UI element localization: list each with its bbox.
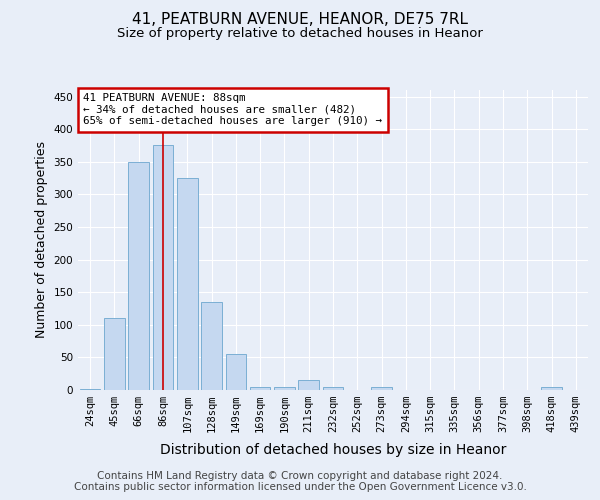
Bar [201, 302, 222, 390]
Bar [250, 386, 271, 390]
Text: 41 PEATBURN AVENUE: 88sqm
← 34% of detached houses are smaller (482)
65% of semi: 41 PEATBURN AVENUE: 88sqm ← 34% of detac… [83, 93, 382, 126]
Bar [274, 386, 295, 390]
Bar [177, 178, 197, 390]
Bar [541, 386, 562, 390]
X-axis label: Distribution of detached houses by size in Heanor: Distribution of detached houses by size … [160, 444, 506, 458]
Bar [128, 162, 149, 390]
Bar [226, 354, 246, 390]
Bar [80, 388, 100, 390]
Bar [371, 386, 392, 390]
Y-axis label: Number of detached properties: Number of detached properties [35, 142, 48, 338]
Bar [323, 386, 343, 390]
Bar [104, 318, 125, 390]
Text: Size of property relative to detached houses in Heanor: Size of property relative to detached ho… [117, 28, 483, 40]
Text: Contains HM Land Registry data © Crown copyright and database right 2024.
Contai: Contains HM Land Registry data © Crown c… [74, 471, 526, 492]
Text: 41, PEATBURN AVENUE, HEANOR, DE75 7RL: 41, PEATBURN AVENUE, HEANOR, DE75 7RL [132, 12, 468, 28]
Bar [298, 380, 319, 390]
Bar [152, 146, 173, 390]
